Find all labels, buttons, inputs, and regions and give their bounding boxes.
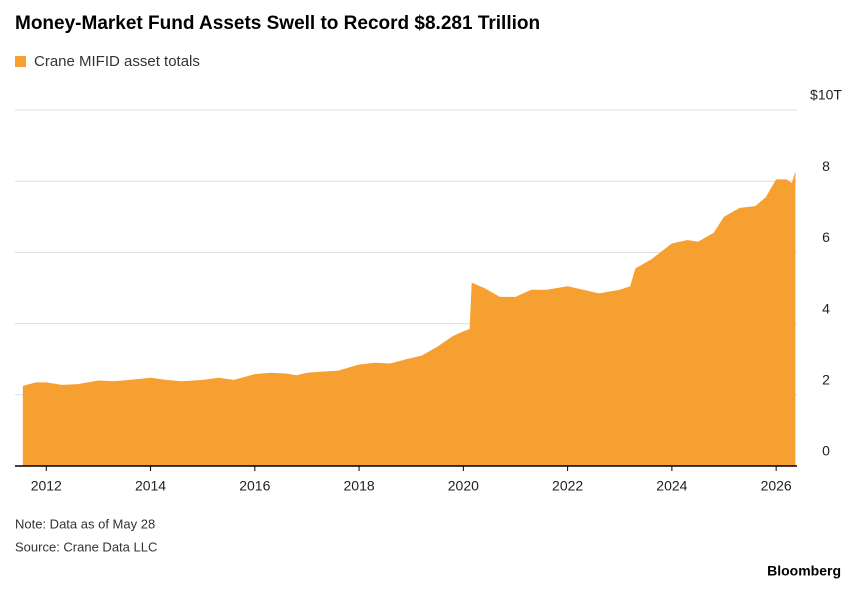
- area: [22, 171, 796, 466]
- x-tick-label: 2016: [239, 478, 270, 494]
- x-tick-label: 2018: [344, 478, 375, 494]
- legend-swatch: [15, 56, 26, 67]
- x-tick-label: 2026: [761, 478, 792, 494]
- y-tick-label: 6: [822, 229, 830, 245]
- note: Note: Data as of May 28: [15, 516, 155, 531]
- x-tick-label: 2014: [135, 478, 166, 494]
- source: Source: Crane Data LLC: [15, 539, 157, 554]
- credit: Bloomberg: [767, 563, 841, 579]
- chart-title: Money-Market Fund Assets Swell to Record…: [15, 13, 540, 34]
- y-tick-label: 8: [822, 158, 830, 174]
- y-tick-label: 2: [822, 372, 830, 388]
- x-tick-label: 2024: [656, 478, 687, 494]
- x-tick-label: 2022: [552, 478, 583, 494]
- x-tick-label: 2012: [31, 478, 62, 494]
- y-tick-label: 4: [822, 300, 830, 316]
- y-tick-label: 0: [822, 443, 830, 459]
- x-tick-label: 2020: [448, 478, 479, 494]
- legend-label: Crane MIFID asset totals: [34, 53, 200, 70]
- y-tick-label: $10T: [810, 87, 842, 103]
